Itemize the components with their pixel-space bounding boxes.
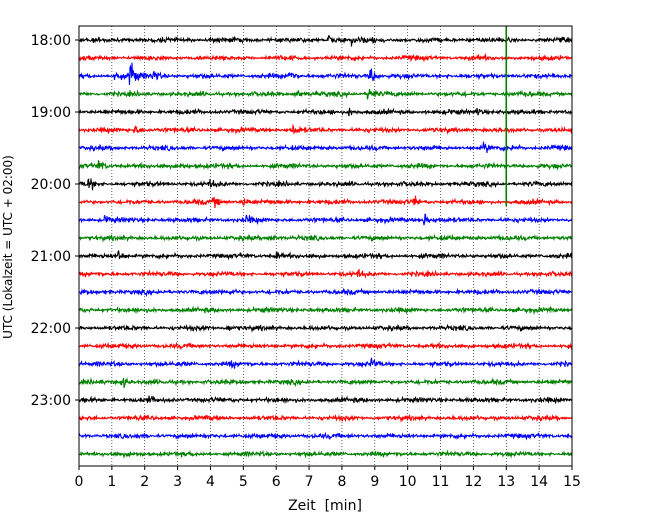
trace-lines (78, 26, 573, 459)
x-axis-label: Zeit [min] (288, 498, 362, 514)
plot-frame (78, 25, 573, 467)
trace-line (78, 357, 573, 369)
trace-line (78, 178, 573, 191)
y-tick-label: 23:00 (31, 393, 71, 409)
x-tick-label: 14 (530, 474, 548, 490)
x-tick-label: 0 (75, 474, 84, 490)
x-tick-label: 13 (497, 474, 515, 490)
trace-line (78, 160, 573, 171)
trace-line (78, 377, 573, 388)
x-tick-label: 5 (239, 474, 248, 490)
trace-line (78, 287, 573, 298)
x-tick-label: 11 (432, 474, 450, 490)
x-tick-label: 12 (464, 474, 482, 490)
trace-line (78, 233, 573, 243)
x-tick-label: 4 (206, 474, 215, 490)
trace-line (78, 88, 573, 100)
trace-line (78, 141, 573, 154)
trace-line (78, 305, 573, 316)
y-tick-label: 19:00 (31, 105, 71, 121)
x-tick-label: 2 (140, 474, 149, 490)
trace-line (78, 62, 573, 86)
trace-line (78, 107, 573, 117)
trace-line (78, 34, 573, 47)
trace-line (78, 413, 573, 423)
x-tick-label: 3 (173, 474, 182, 490)
y-tick-label: 22:00 (31, 321, 71, 337)
y-tick-label: 20:00 (31, 177, 71, 193)
trace-line (78, 52, 573, 63)
x-tick-label: 1 (107, 474, 116, 490)
y-axis-ticks: 18:00 19:00 20:00 21:00 22:00 23:00 (31, 33, 79, 409)
trace-line (78, 431, 573, 441)
y-axis-label: UTC (Lokalzeit = UTC + 02:00) (1, 155, 15, 339)
trace-line (78, 123, 573, 136)
trace-line (78, 323, 573, 333)
y-tick-label: 21:00 (31, 249, 71, 265)
x-tick-label: 10 (399, 474, 417, 490)
grid-lines (111, 26, 540, 466)
trace-line (78, 395, 573, 405)
x-tick-label: 8 (337, 474, 346, 490)
trace-line (78, 195, 573, 209)
trace-line (78, 250, 573, 261)
x-tick-label: 9 (370, 474, 379, 490)
x-tick-label: 15 (563, 474, 581, 490)
trace-line (78, 341, 573, 351)
x-tick-label: 7 (305, 474, 314, 490)
x-tick-label: 6 (272, 474, 281, 490)
x-axis-ticks: 0 1 2 3 4 5 6 7 8 9 10 11 12 13 14 15 (75, 466, 581, 490)
y-tick-label: 18:00 (31, 33, 71, 49)
trace-line (78, 269, 573, 279)
trace-line (78, 213, 573, 226)
trace-line (78, 449, 573, 459)
